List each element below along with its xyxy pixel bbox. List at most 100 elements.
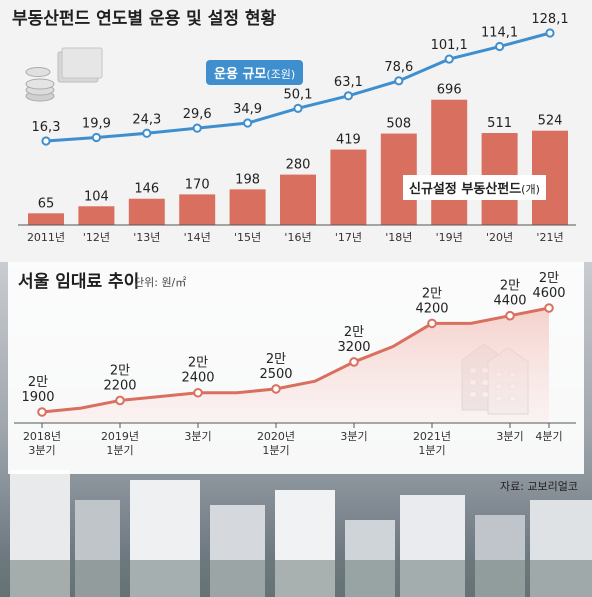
rent-line-path [41,306,550,414]
line-point [91,132,102,143]
rent-label-top: 2만 [500,279,520,294]
top-chart-title: 부동산펀드 연도별 운용 및 설정 현황 [12,9,277,29]
line-value-label: 19,9 [82,117,111,132]
line-point [343,91,353,101]
line-value-label: 16,3 [32,120,61,135]
rent-label-top: 2만 [344,325,364,340]
line-value-label: 29,6 [183,107,212,122]
rent-label-top: 2만 [422,286,442,301]
rent-label-bottom: 4600 [532,286,565,301]
bar-8 [431,99,468,225]
line-value-label: 101,1 [431,38,468,53]
x-tick-label: '15년 [234,231,261,244]
line-point [41,136,51,146]
bar-1 [78,206,115,225]
rent-label-top: 2만 [539,271,559,286]
rent-point [115,395,125,406]
rent-point [349,357,359,367]
line-value-label: 128,1 [531,12,568,27]
x-tick-label: '16년 [284,231,311,244]
rent-tick-label: 2018년 [23,430,61,443]
bottom-chart-title: 서울 임대료 추이 [18,271,139,292]
line-value-label: 63,1 [334,75,363,90]
line-point [545,28,555,38]
line-legend-label: 운용 규모 [214,67,267,82]
rent-tick-label: 3분기 [340,430,367,443]
rent-label-bottom: 3200 [337,340,370,355]
bar-legend-unit: (개) [521,183,540,196]
line-value-label: 34,9 [233,102,262,117]
rent-label-bottom: 1900 [21,390,54,405]
bar-value-label: 170 [185,177,210,192]
rent-tick-label-sub: 1분기 [106,444,133,457]
bar-0 [28,213,64,225]
rent-tick-label: 3분기 [496,430,523,443]
line-series-legend: 운용 규모(조원) [206,60,304,85]
line-point [444,54,454,64]
rent-point [37,407,47,417]
bar-value-label: 104 [84,189,109,204]
rent-label-top: 2만 [110,363,130,378]
rent-tick-label: 2019년 [101,430,139,443]
x-tick-label: '14년 [184,231,211,244]
rent-point [544,303,554,313]
line-value-label: 50,1 [284,87,313,102]
rent-point [505,310,515,321]
rent-tick-label-sub: 1분기 [418,444,445,457]
line-point [495,41,505,52]
x-tick-label: 2011년 [27,231,65,244]
rent-tick-label: 2021년 [413,430,451,443]
bar-value-label: 419 [336,133,361,148]
line-point [243,118,253,128]
bar-series-legend: 신규설정 부동산펀드(개) [403,175,546,200]
source-note: 자료: 교보리얼코 [500,479,578,493]
bar-value-label: 508 [386,117,411,132]
rent-label-bottom: 2200 [103,378,136,393]
bar-value-label: 696 [437,83,462,98]
bar-3 [179,194,216,225]
line-value-label: 24,3 [132,112,161,127]
bottom-chart-unit: 단위: 원/㎡ [134,276,186,289]
line-point [394,76,404,86]
rent-tick-label: 4분기 [535,430,562,443]
line-point [293,103,303,113]
x-tick-label: '19년 [436,231,463,244]
rent-tick-label-sub: 3분기 [28,444,55,457]
bar-value-label: 524 [538,114,563,129]
bar-4 [229,189,266,225]
rent-label-bottom: 2500 [259,367,292,382]
rent-tick-label: 3분기 [184,430,211,443]
bar-value-label: 198 [235,172,260,187]
rent-point [271,384,281,394]
line-value-label: 78,6 [384,60,413,75]
bar-value-label: 146 [134,182,159,197]
rent-tick-label: 2020년 [257,430,295,443]
bar-legend-label: 신규설정 부동산펀드 [409,182,522,197]
bar-value-label: 280 [286,158,311,173]
rent-tick-label-sub: 1분기 [262,444,289,457]
x-tick-label: '18년 [385,231,412,244]
bar-2 [128,198,165,225]
line-legend-unit: (조원) [266,68,296,81]
bar-5 [280,174,316,225]
bar-6 [330,149,367,225]
x-tick-label: '13년 [133,231,160,244]
x-tick-label: '20년 [486,231,513,244]
line-value-label: 114,1 [481,26,518,41]
x-tick-label: '17년 [335,231,362,244]
rent-label-top: 2만 [28,375,48,390]
rent-label-bottom: 2400 [181,371,214,386]
rent-area-fill [42,308,549,423]
money-stack-icon [25,47,103,102]
x-tick-label: '21년 [536,231,563,244]
rent-point [427,318,437,329]
rent-point [193,387,203,398]
x-tick-label: '12년 [83,231,110,244]
rent-label-bottom: 4400 [493,294,526,309]
rent-label-bottom: 4200 [415,301,448,316]
bar-value-label: 511 [487,116,512,131]
rent-label-top: 2만 [266,352,286,367]
line-point [142,128,152,138]
rent-label-top: 2만 [188,356,208,371]
